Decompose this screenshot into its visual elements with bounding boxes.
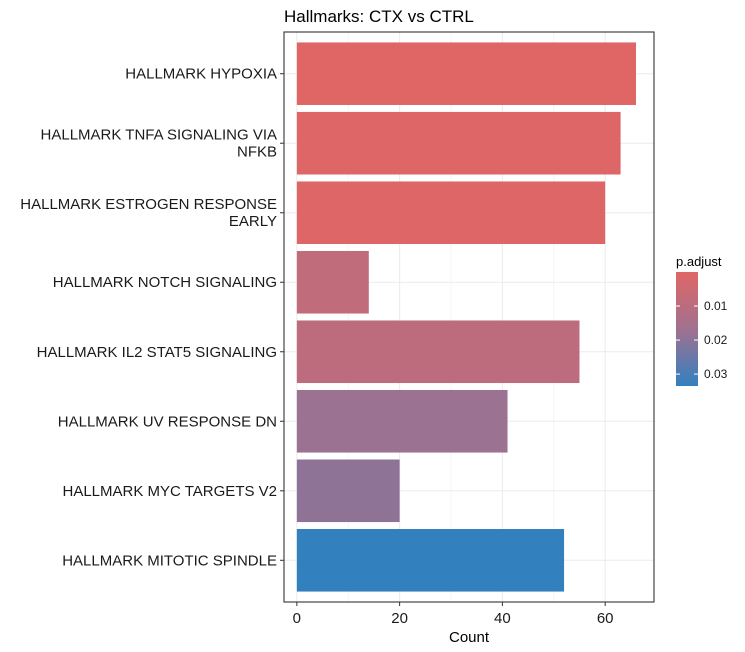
legend-tick-label: 0.03 — [704, 367, 728, 381]
category-label: HALLMARK HYPOXIA — [125, 65, 277, 82]
category-labels: HALLMARK HYPOXIA HALLMARK TNFA SIGNALING … — [20, 65, 284, 569]
legend-tick-label: 0.01 — [704, 299, 728, 313]
category-label: HALLMARK NOTCH SIGNALING — [53, 274, 277, 291]
x-tick-label: 0 — [293, 610, 301, 627]
legend: p.adjust 0.01 0.02 0.03 — [676, 254, 728, 386]
bar — [297, 112, 621, 175]
x-axis-ticks: 0 20 40 60 — [293, 602, 614, 627]
legend-colorbar — [676, 272, 698, 386]
bars — [297, 42, 636, 591]
bar — [297, 460, 400, 523]
category-label: HALLMARK TNFA SIGNALING VIA NFKB — [41, 126, 277, 160]
category-label: HALLMARK MITOTIC SPINDLE — [62, 552, 277, 569]
chart-title: Hallmarks: CTX vs CTRL — [284, 7, 474, 26]
category-label: HALLMARK IL2 STAT5 SIGNALING — [37, 343, 277, 360]
bar — [297, 390, 508, 453]
bar — [297, 529, 564, 592]
category-label: HALLMARK MYC TARGETS V2 — [63, 482, 278, 499]
legend-title: p.adjust — [676, 254, 722, 269]
bar — [297, 320, 580, 383]
x-axis-title: Count — [449, 629, 490, 646]
x-tick-label: 40 — [494, 610, 511, 627]
x-tick-label: 20 — [391, 610, 408, 627]
bar — [297, 181, 605, 244]
x-tick-label: 60 — [597, 610, 614, 627]
bar — [297, 251, 369, 314]
category-label: HALLMARK UV RESPONSE DN — [58, 413, 277, 430]
legend-tick-label: 0.02 — [704, 333, 728, 347]
category-label: HALLMARK ESTROGEN RESPONSE EARLY — [20, 196, 277, 230]
bar — [297, 42, 636, 105]
